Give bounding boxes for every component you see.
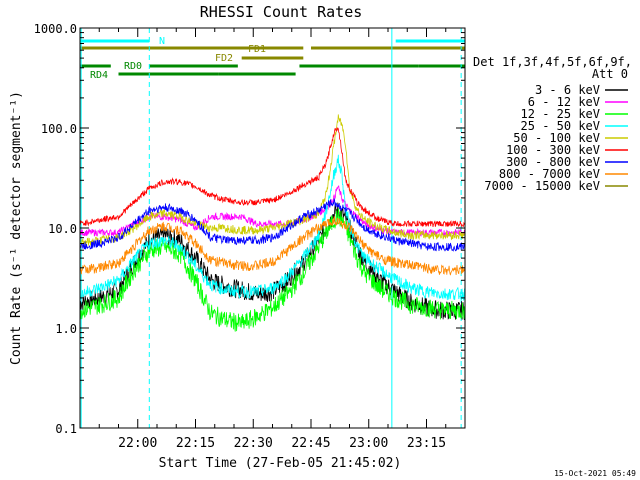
x-axis: 22:00 22:15 22:30 22:45 23:00 23:15 <box>79 28 466 451</box>
timestamp-footer: 15-Oct-2021 05:49 <box>554 469 636 478</box>
legend-entry: 800 - 7000 keV <box>499 167 600 181</box>
x-tick-label: 23:00 <box>349 436 388 451</box>
y-tick-label: 10.0 <box>48 222 77 236</box>
y-tick-label: 0.1 <box>55 422 77 436</box>
x-tick-label: 23:15 <box>407 436 446 451</box>
x-tick-label: 22:00 <box>118 436 157 451</box>
x-tick-label: 22:45 <box>291 436 330 451</box>
legend-entry: 3 - 6 keV <box>535 83 600 97</box>
legend-entry: 100 - 300 keV <box>506 143 600 157</box>
legend-entry: 6 - 12 keV <box>528 95 600 109</box>
legend-entry: 300 - 800 keV <box>506 155 600 169</box>
series-lines <box>79 114 466 332</box>
y-tick-label: 100.0 <box>41 122 77 136</box>
y-tick-label: 1000.0 <box>34 22 77 36</box>
x-tick-label: 22:30 <box>234 436 273 451</box>
series-line <box>79 198 466 252</box>
series-line <box>79 154 466 301</box>
state-bar-label: RD0 <box>124 61 142 72</box>
legend-entry: 50 - 100 keV <box>513 131 600 145</box>
state-bar-label: FD1 <box>248 44 266 55</box>
state-bar-label: FD2 <box>215 53 233 64</box>
x-axis-label: Start Time (27-Feb-05 21:45:02) <box>159 456 402 471</box>
legend-header: Att 0 <box>592 67 628 81</box>
series-line <box>79 208 465 332</box>
y-axis-label: Count Rate (s⁻¹ detector segment⁻¹) <box>9 91 24 365</box>
series-line <box>79 216 466 276</box>
series-line <box>79 114 465 249</box>
y-axis: 0.1 1.0 10.0 100.0 1000.0 <box>34 22 465 436</box>
attenuator-bars: N FD1 FD2 RD0 RD4 <box>80 36 465 81</box>
series-line <box>79 127 466 228</box>
y-tick-label: 1.0 <box>55 322 77 336</box>
legend-entry: 25 - 50 keV <box>521 119 600 133</box>
chart-title: RHESSI Count Rates <box>200 3 363 21</box>
state-bar-label: N <box>159 36 165 47</box>
legend-header: Det 1f,3f,4f,5f,6f,9f, <box>473 55 632 69</box>
legend-entry: 12 - 25 keV <box>521 107 600 121</box>
state-bar-label: RD4 <box>90 70 108 81</box>
legend-entry: 7000 - 15000 keV <box>484 179 600 193</box>
x-tick-label: 22:15 <box>176 436 215 451</box>
